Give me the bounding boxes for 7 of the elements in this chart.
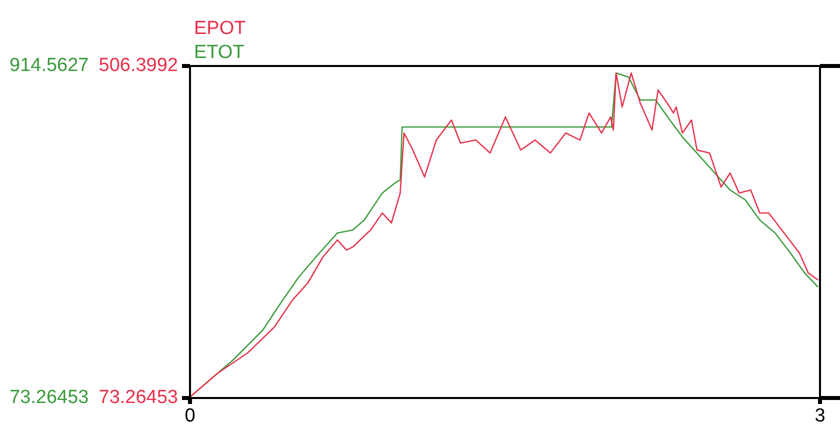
text: EPOT xyxy=(194,18,246,39)
y2-tick-label: 914.5627 xyxy=(10,55,89,76)
x-tick-label: 3 xyxy=(814,406,826,427)
y-tick-label: 506.3992 xyxy=(98,55,178,76)
text: ETOT xyxy=(194,42,245,63)
x-tick-label: 0 xyxy=(184,406,196,427)
y2-tick-label: 73.26453 xyxy=(10,387,89,408)
